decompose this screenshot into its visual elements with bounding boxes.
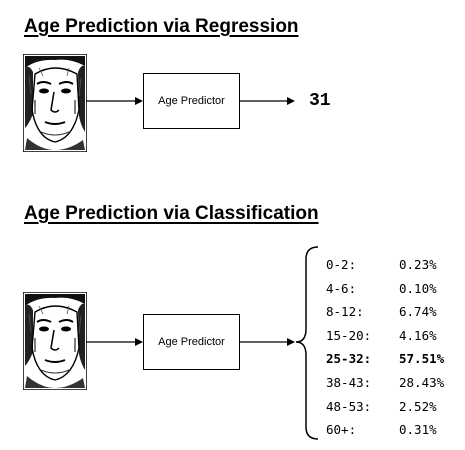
age-range-label: 0-2: (326, 257, 357, 272)
age-class-probability-list: 0-2: 0.23% 4-6: 0.10% 8-12: 6.74% 15-20: 4.16% 2… (326, 253, 465, 442)
age-range-label: 25-32: (326, 351, 372, 367)
age-class-row: 60+: 0.31% (326, 418, 465, 442)
age-range-label: 48-53: (326, 398, 372, 414)
age-class-probability: 57.51% (399, 351, 445, 367)
age-predictor-box: Age Predictor (143, 73, 240, 129)
age-class-probability: 28.43% (399, 374, 445, 390)
age-range-label: 15-20: (326, 327, 372, 343)
right-arrow-icon (240, 97, 295, 105)
face-photo-icon (23, 54, 87, 152)
age-class-row: 8-12: 6.74% (326, 300, 465, 324)
age-range-label: 38-43: (326, 374, 372, 390)
age-range-label: 60+: (326, 422, 357, 438)
regression-title: Age Prediction via Regression (24, 16, 299, 37)
right-arrow-icon (240, 338, 295, 346)
age-class-row: 4-6: 0.10% (326, 277, 465, 301)
age-class-row: 15-20: 4.16% (326, 324, 465, 348)
age-class-probability: 0.23% (399, 257, 437, 272)
age-class-probability: 0.10% (399, 280, 437, 296)
age-class-row: 25-32: 57.51% (326, 347, 465, 371)
left-curly-brace-icon (295, 246, 319, 440)
predicted-age-value: 31 (309, 91, 331, 111)
right-arrow-icon (86, 97, 143, 105)
age-range-label: 4-6: (326, 280, 357, 296)
age-class-row: 0-2: 0.23% (326, 253, 465, 277)
classification-title: Age Prediction via Classification (24, 203, 319, 224)
age-range-label: 8-12: (326, 304, 364, 320)
age-predictor-box: Age Predictor (143, 314, 240, 370)
age-class-row: 38-43: 28.43% (326, 371, 465, 395)
age-class-probability: 6.74% (399, 304, 437, 320)
right-arrow-icon (86, 338, 143, 346)
age-predictor-label: Age Predictor (158, 95, 225, 107)
age-class-row: 48-53: 2.52% (326, 395, 465, 419)
face-photo-icon (23, 292, 87, 390)
age-class-probability: 0.31% (399, 422, 437, 438)
age-class-probability: 4.16% (399, 327, 437, 343)
age-class-probability: 2.52% (399, 398, 437, 414)
age-predictor-label: Age Predictor (158, 336, 225, 348)
